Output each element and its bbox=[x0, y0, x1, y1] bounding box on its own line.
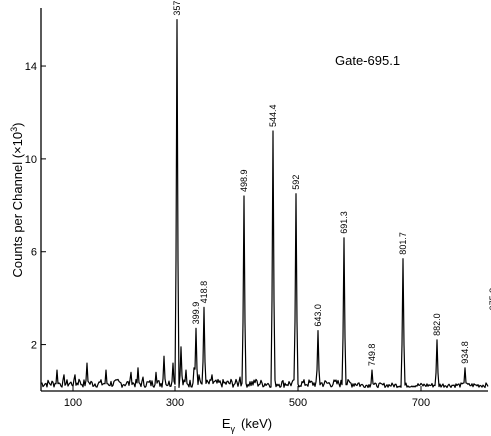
x-tick-label: 300 bbox=[166, 397, 184, 409]
y-axis-ticks: 2 6 10 14 bbox=[25, 61, 46, 352]
x-axis-title-unit: (keV) bbox=[241, 416, 272, 431]
peak-label: 801.7 bbox=[398, 232, 408, 255]
x-axis-title-main: E bbox=[222, 416, 231, 431]
x-tick-label: 100 bbox=[64, 397, 82, 409]
peak-label: 975.8 bbox=[488, 288, 491, 311]
y-axis-title: Counts per Channel (×103) bbox=[9, 123, 25, 278]
peak-label: 399.9 bbox=[191, 302, 201, 325]
peak-label: 882.0 bbox=[432, 313, 442, 336]
x-axis-title: Eγ (keV) bbox=[222, 416, 272, 434]
peak-label: 749.8 bbox=[367, 344, 377, 367]
peak-label: 643.0 bbox=[313, 304, 323, 327]
gate-label: Gate-695.1 bbox=[335, 53, 400, 68]
spectrum-line bbox=[40, 19, 489, 389]
y-tick-label: 10 bbox=[25, 154, 37, 166]
peak-label: 544.4 bbox=[268, 104, 278, 127]
y-axis-title-close: ) bbox=[10, 123, 25, 127]
y-tick-label: 2 bbox=[31, 340, 37, 352]
x-axis-ticks: 100 300 500 700 bbox=[64, 386, 430, 409]
peak-label: 418.8 bbox=[199, 281, 209, 304]
y-axis-title-main: Counts per Channel (×10 bbox=[10, 132, 25, 278]
peak-label: 691.3 bbox=[339, 211, 349, 234]
peak-label: 592 bbox=[291, 175, 301, 190]
peak-label: 357.2 bbox=[172, 0, 182, 16]
y-tick-label: 14 bbox=[25, 61, 37, 73]
peak-label: 934.8 bbox=[460, 341, 470, 364]
x-tick-label: 500 bbox=[289, 397, 307, 409]
y-axis-title-sup: 3 bbox=[9, 127, 19, 132]
x-tick-label: 700 bbox=[412, 397, 430, 409]
x-axis-title-sub: γ bbox=[231, 424, 236, 434]
peak-label: 498.9 bbox=[239, 169, 249, 192]
y-tick-label: 6 bbox=[31, 247, 37, 259]
